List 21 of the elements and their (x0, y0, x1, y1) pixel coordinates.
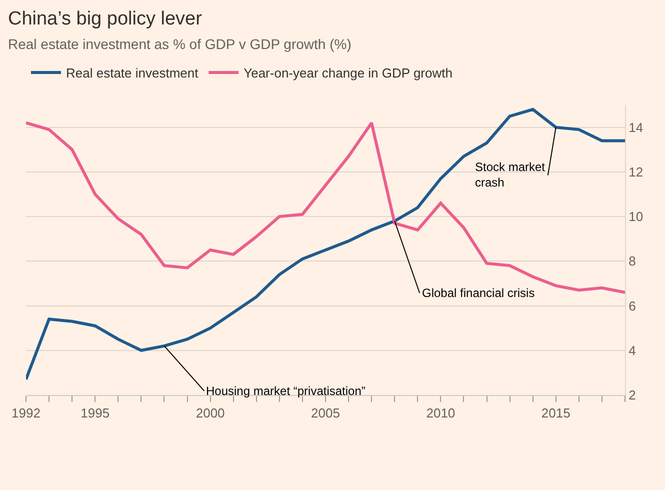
x-tick-label: 2000 (196, 406, 225, 421)
x-tick-label: 2010 (426, 406, 456, 421)
chart-title: China’s big policy lever (8, 8, 203, 30)
y-tick-label: 6 (628, 298, 636, 314)
x-tick-label: 2005 (311, 406, 340, 421)
chart-subtitle: Real estate investment as % of GDP v GDP growth (%) (8, 36, 352, 52)
legend-label: Year-on-year change in GDP growth (244, 66, 452, 81)
x-tick-label: 2015 (541, 406, 570, 421)
y-tick-label: 12 (628, 164, 644, 180)
y-tick-label: 8 (628, 254, 636, 269)
y-tick-label: 2 (628, 388, 636, 403)
annotation: Global financial crisis (422, 286, 535, 300)
y-tick-label: 10 (628, 209, 644, 224)
y-tick-label: 14 (628, 120, 644, 135)
annotation: Stock market crash (475, 160, 546, 190)
x-tick-label: 1992 (12, 406, 40, 421)
y-tick-label: 4 (628, 342, 636, 358)
x-tick-label: 1995 (80, 406, 110, 421)
annotation: Housing market “privatisation” (206, 384, 366, 398)
legend-label: Real estate investment (66, 66, 199, 81)
line-series (26, 108, 625, 381)
